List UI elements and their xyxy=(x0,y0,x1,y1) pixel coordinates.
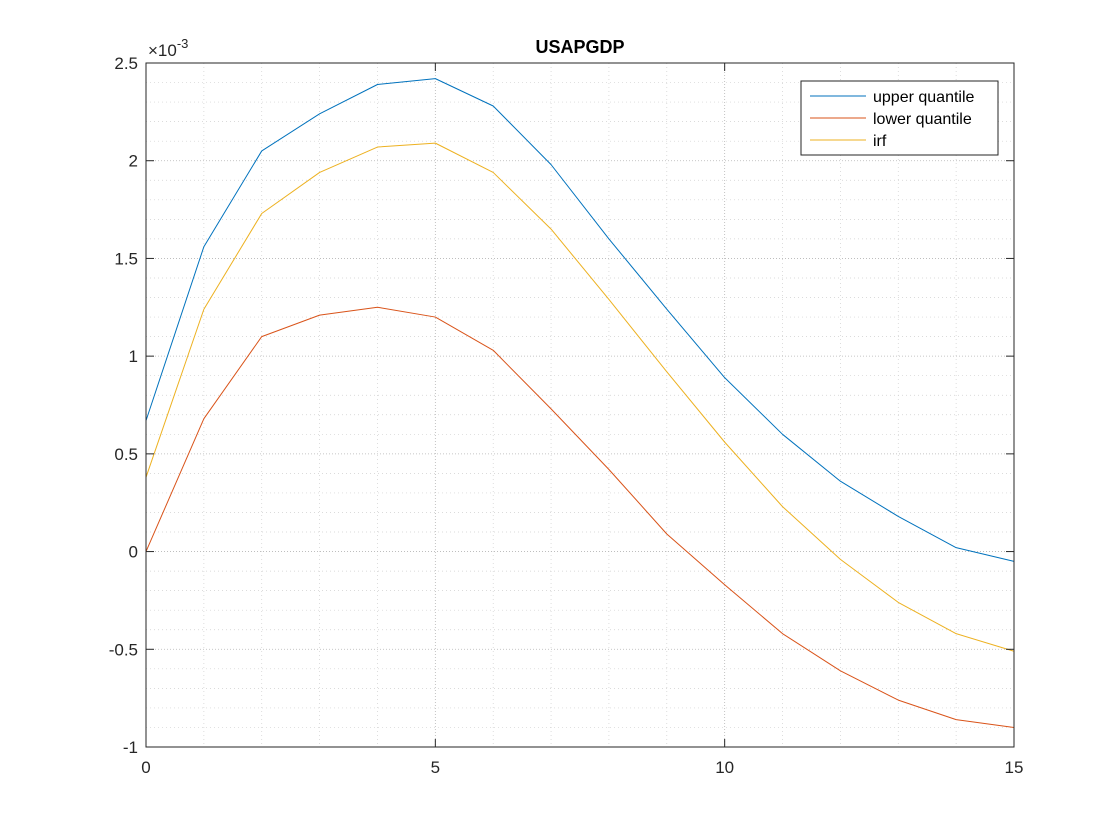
exponent-power: -3 xyxy=(177,36,189,51)
series-line-lower-quantile xyxy=(145,306,1015,728)
exponent-prefix: ×10 xyxy=(148,41,177,60)
tick-marks xyxy=(145,62,1015,748)
minor-grid xyxy=(146,63,1014,747)
y-tick-label: 2.5 xyxy=(114,54,138,73)
y-tick-label: -0.5 xyxy=(109,640,138,659)
y-tick-label: 0.5 xyxy=(114,445,138,464)
x-tick-label: 15 xyxy=(1005,758,1024,777)
chart-title: USAPGDP xyxy=(535,37,624,57)
y-axis-tick-labels: -1 -0.5 0 0.5 1 1.5 2 2.5 xyxy=(109,54,138,757)
y-tick-label: 1.5 xyxy=(114,249,138,268)
x-tick-label: 0 xyxy=(141,758,150,777)
exponent-label: ×10-3 xyxy=(148,36,188,60)
legend-entries: upper quantile lower quantile irf xyxy=(810,89,975,150)
series-line-upper-quantile xyxy=(145,78,1015,562)
legend-label: upper quantile xyxy=(873,89,975,106)
x-axis-tick-labels: 0 5 10 15 xyxy=(141,758,1023,777)
y-tick-label: 1 xyxy=(129,347,138,366)
y-tick-label: 0 xyxy=(129,543,138,562)
x-tick-label: 10 xyxy=(715,758,734,777)
legend-label: lower quantile xyxy=(873,111,972,128)
y-tick-label: 2 xyxy=(129,152,138,171)
plot-frame xyxy=(145,62,1015,748)
plot-area xyxy=(146,63,1014,747)
series-layer xyxy=(145,78,1015,728)
legend-label: irf xyxy=(873,133,887,150)
major-grid xyxy=(146,63,1014,747)
legend: upper quantile lower quantile irf xyxy=(800,80,999,156)
series-line-irf xyxy=(145,142,1015,652)
y-tick-label: -1 xyxy=(123,738,138,757)
x-tick-label: 5 xyxy=(431,758,440,777)
